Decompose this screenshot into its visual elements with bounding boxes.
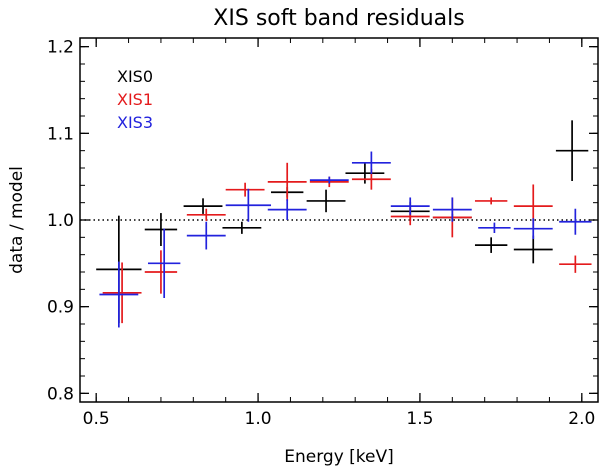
y-tick-label: 1.0 xyxy=(47,211,74,231)
x-tick-label: 2.0 xyxy=(568,409,595,429)
data-point xyxy=(186,221,226,250)
x-tick-label: 1.0 xyxy=(245,409,272,429)
y-tick-label: 0.8 xyxy=(47,384,74,404)
data-point xyxy=(225,182,265,197)
data-point xyxy=(186,208,226,221)
data-point xyxy=(555,120,589,181)
series-xis3 xyxy=(99,151,592,328)
data-point xyxy=(559,208,592,235)
data-point xyxy=(513,235,553,264)
data-point xyxy=(513,218,553,240)
y-axis-label: data / model xyxy=(7,166,27,274)
data-point xyxy=(183,198,223,214)
data-point xyxy=(351,151,391,175)
legend-entry-xis1: XIS1 xyxy=(117,90,153,109)
legend-entry-xis0: XIS0 xyxy=(117,67,153,86)
series-xis1 xyxy=(102,162,592,324)
data-point xyxy=(432,197,472,222)
tick-layer: 0.5 1.0 1.5 2.0 0.8 0.9 1.0 1.1 1.2 xyxy=(47,38,598,429)
y-tick-label: 1.2 xyxy=(47,38,74,58)
data-point xyxy=(309,176,349,184)
y-tick-label: 1.1 xyxy=(47,124,74,144)
data-point xyxy=(144,250,178,294)
data-point xyxy=(390,197,430,215)
legend-entry-xis3: XIS3 xyxy=(117,113,153,132)
data-point xyxy=(102,262,142,324)
chart-title: XIS soft band residuals xyxy=(213,6,464,31)
series-xis0 xyxy=(96,120,589,324)
legend: XIS0 XIS1 XIS3 xyxy=(117,67,153,132)
data-point xyxy=(474,237,508,253)
data-point xyxy=(478,222,511,233)
data-point xyxy=(306,189,346,213)
y-tick-label: 0.9 xyxy=(47,298,74,318)
data-point xyxy=(474,197,508,205)
data-point xyxy=(345,162,385,184)
data-point xyxy=(267,162,307,201)
data-point xyxy=(267,199,307,220)
x-tick-label: 1.5 xyxy=(406,409,433,429)
data-point xyxy=(225,188,272,222)
data-point xyxy=(99,261,139,328)
x-tick-label: 0.5 xyxy=(83,409,110,429)
data-point xyxy=(147,228,181,298)
x-axis-label: Energy [keV] xyxy=(284,447,394,467)
data-point xyxy=(559,255,592,273)
data-point xyxy=(222,221,262,234)
data-layer xyxy=(96,120,592,328)
data-point xyxy=(144,213,178,246)
